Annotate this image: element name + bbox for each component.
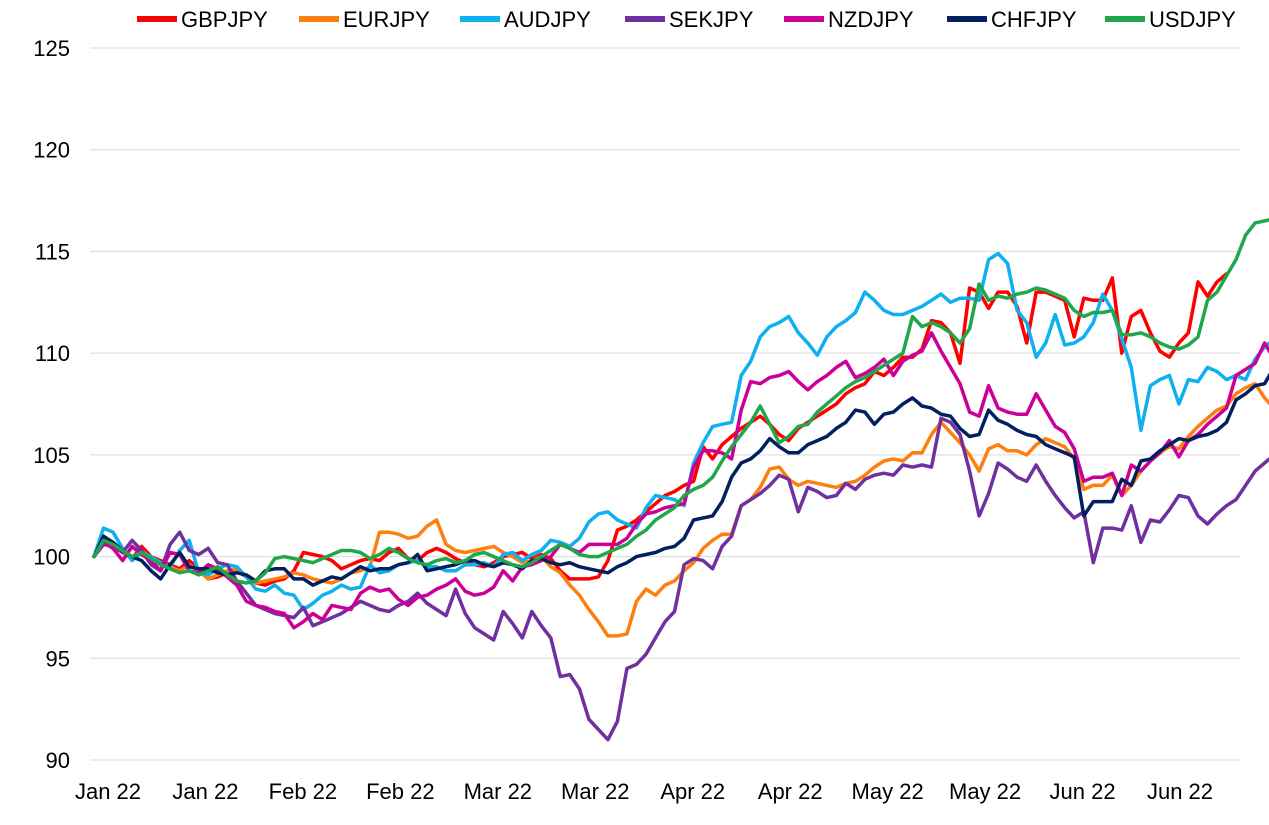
legend-label: USDJPY	[1149, 7, 1236, 32]
legend-item-sekjpy: SEKJPY	[625, 7, 754, 32]
series-line-audjpy	[92, 251, 1269, 612]
x-tick-label: Apr 22	[660, 779, 725, 804]
y-tick-label: 95	[46, 646, 70, 671]
legend-item-eurjpy: EURJPY	[299, 7, 430, 32]
legend-label: CHFJPY	[991, 7, 1077, 32]
x-tick-label: Jun 22	[1050, 779, 1116, 804]
series-line-usdjpy	[92, 218, 1269, 585]
x-tick-label: Jun 22	[1147, 779, 1213, 804]
series-line-gbpjpy	[92, 272, 1229, 587]
y-tick-label: 115	[35, 239, 70, 264]
y-tick-label: 125	[33, 36, 70, 61]
series-line-sekjpy	[92, 416, 1269, 742]
legend-label: AUDJPY	[504, 7, 591, 32]
y-tick-label: 105	[33, 443, 70, 468]
series-lines	[92, 218, 1269, 742]
series-line-nzdjpy	[92, 331, 1269, 630]
legend-item-chfjpy: CHFJPY	[947, 7, 1077, 32]
x-tick-label: May 22	[852, 779, 924, 804]
series-line-chfjpy	[92, 372, 1269, 587]
legend: GBPJPY EURJPY AUDJPY SEKJPY NZDJPY CHFJPY USDJ…	[137, 7, 1236, 32]
legend-item-gbpjpy: GBPJPY	[137, 7, 268, 32]
x-tick-label: Apr 22	[758, 779, 823, 804]
x-tick-label: Jan 22	[75, 779, 141, 804]
y-tick-label: 120	[33, 138, 70, 163]
x-tick-label: Feb 22	[366, 779, 435, 804]
legend-item-audjpy: AUDJPY	[460, 7, 591, 32]
legend-item-usdjpy: USDJPY	[1105, 7, 1236, 32]
gridlines	[90, 47, 1240, 761]
x-tick-label: May 22	[949, 779, 1021, 804]
x-axis: Jan 22 Jan 22 Feb 22 Feb 22 Mar 22 Mar 22 Apr …	[75, 779, 1213, 804]
x-tick-label: Mar 22	[464, 779, 532, 804]
legend-item-nzdjpy: NZDJPY	[784, 7, 914, 32]
legend-label: EURJPY	[343, 7, 430, 32]
legend-label: GBPJPY	[181, 7, 268, 32]
y-tick-label: 110	[35, 341, 70, 366]
legend-label: SEKJPY	[669, 7, 754, 32]
x-tick-label: Mar 22	[561, 779, 629, 804]
y-tick-label: 100	[33, 545, 70, 570]
x-tick-label: Feb 22	[269, 779, 338, 804]
y-tick-label: 90	[46, 748, 70, 773]
y-axis: 90 95 100 105 110 115 120 125	[33, 36, 70, 773]
x-tick-label: Jan 22	[172, 779, 238, 804]
legend-label: NZDJPY	[828, 7, 914, 32]
